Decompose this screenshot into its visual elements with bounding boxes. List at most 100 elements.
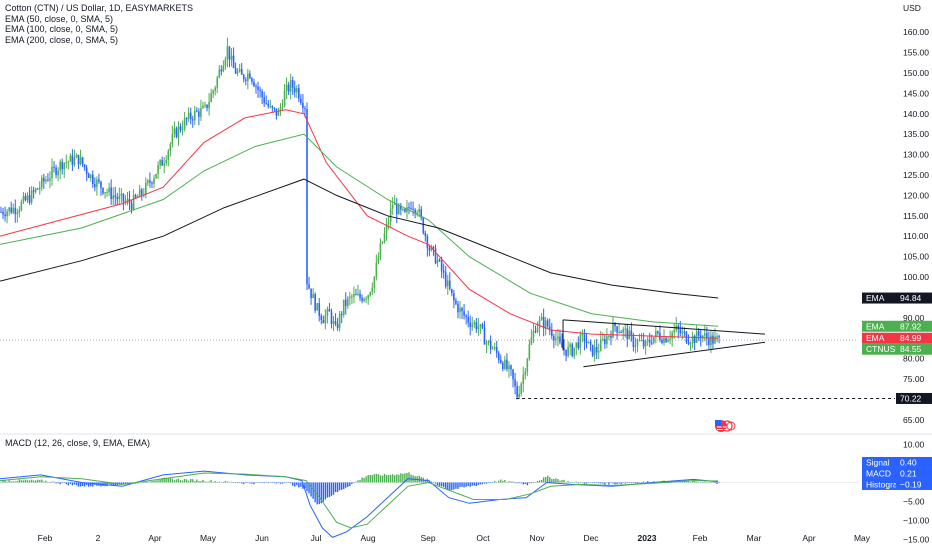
histogram-bar: [71, 482, 74, 486]
histogram-bar: [330, 482, 333, 496]
candle-body: [134, 195, 137, 198]
candle-body: [49, 178, 51, 181]
histogram-bar: [57, 482, 59, 484]
candle-body: [563, 347, 565, 350]
candle-body: [508, 365, 510, 370]
histogram-bar: [34, 480, 37, 483]
histogram-bar: [563, 479, 565, 483]
candle-body: [92, 174, 94, 185]
candle-body: [224, 59, 227, 66]
histogram-bar: [702, 482, 704, 483]
ema100-line: [0, 133, 719, 327]
histogram-bar: [28, 480, 31, 483]
histogram-bar: [516, 482, 518, 484]
histogram-bar: [520, 482, 522, 484]
candle-body: [4, 214, 6, 217]
candle-body: [173, 128, 176, 135]
histogram-bar: [498, 480, 500, 483]
histogram-bar: [81, 482, 84, 487]
candle-body: [51, 166, 53, 179]
candle-body: [238, 69, 241, 72]
histogram-bar: [508, 481, 510, 483]
candle-body: [367, 295, 369, 299]
candle-body: [377, 257, 380, 264]
histogram-bar: [255, 482, 257, 483]
histogram-bar: [496, 482, 498, 483]
histogram-bar: [693, 480, 696, 483]
histogram-bar: [606, 482, 608, 483]
histogram-bar: [338, 482, 341, 491]
price-pane[interactable]: [0, 37, 932, 435]
histogram-bar: [220, 482, 223, 483]
level-badge: 70.22: [896, 392, 932, 404]
candle-body: [640, 340, 643, 342]
ema50-legend: EMA (50, close, 0, SMA, 5): [5, 13, 114, 24]
histogram-bar: [347, 482, 349, 487]
time-tick-label: Oct: [476, 533, 490, 543]
histogram-bar: [112, 482, 114, 486]
candle-body: [271, 106, 274, 108]
histogram-bar: [534, 482, 537, 483]
histogram-bar: [551, 478, 553, 483]
candle-body: [32, 190, 35, 192]
candle-body: [18, 209, 21, 213]
ema200-badge-value: 94.84: [900, 293, 922, 303]
histogram-bar: [504, 480, 506, 483]
candle-body: [0, 211, 2, 213]
candle-body: [379, 243, 382, 258]
candle-body: [8, 207, 10, 212]
histogram-bar: [340, 482, 343, 490]
candle-body: [220, 69, 223, 72]
ema100-badge-value: 87.92: [900, 321, 922, 331]
histogram-bar: [214, 481, 216, 483]
candle-body: [624, 328, 627, 330]
histogram-bar: [238, 482, 241, 483]
candle-body: [242, 74, 245, 80]
histogram-bar: [120, 482, 123, 485]
candle-body: [497, 352, 500, 360]
histogram-bar: [65, 482, 67, 485]
histogram-bar: [183, 479, 186, 483]
macd-tick-label: −10.00: [903, 515, 930, 525]
candle-body: [261, 91, 263, 98]
histogram-bar: [332, 482, 335, 495]
histogram-bar: [483, 482, 486, 484]
histogram-bar: [208, 481, 210, 483]
candle-body: [577, 342, 580, 349]
candle-body: [432, 246, 435, 249]
candle-body: [620, 332, 622, 334]
level-badge-value-bg: [896, 392, 932, 404]
histogram-bar: [389, 475, 392, 483]
candle-body: [583, 334, 586, 342]
histogram-bar: [653, 481, 655, 483]
histogram-bar: [542, 477, 545, 483]
candle-body: [438, 259, 441, 261]
macd-badge-value-bg: [896, 467, 932, 479]
histogram-bar: [175, 479, 178, 483]
histogram-bar: [361, 477, 363, 483]
candle-body: [204, 104, 206, 106]
histogram-bar: [371, 475, 373, 483]
time-axis[interactable]: Feb 2 Apr May Jun Jul Aug Sep Oct Nov Dec 2023 Feb Ma…: [38, 533, 871, 543]
histogram-bar: [114, 482, 116, 486]
price-axis[interactable]: 160.00 155.00 150.00 145.00 140.00 135.00 130.…: [862, 27, 932, 544]
candle-body: [444, 272, 447, 287]
histogram-bar: [581, 482, 584, 483]
ema100-badge-label: EMA: [866, 321, 885, 331]
histogram-bar: [449, 482, 451, 491]
candle-body: [165, 159, 168, 164]
histogram-bar: [536, 480, 539, 483]
candle-body: [632, 334, 635, 347]
macd-pane[interactable]: [0, 470, 858, 538]
candle-body: [701, 335, 704, 339]
candle-body: [581, 334, 584, 336]
candle-body: [83, 164, 86, 168]
candle-body: [69, 155, 72, 162]
histogram-bar: [251, 482, 253, 484]
candle-body: [322, 320, 325, 324]
histogram-bar: [8, 480, 10, 483]
histogram-bar: [108, 482, 110, 484]
candle-body: [630, 330, 633, 335]
